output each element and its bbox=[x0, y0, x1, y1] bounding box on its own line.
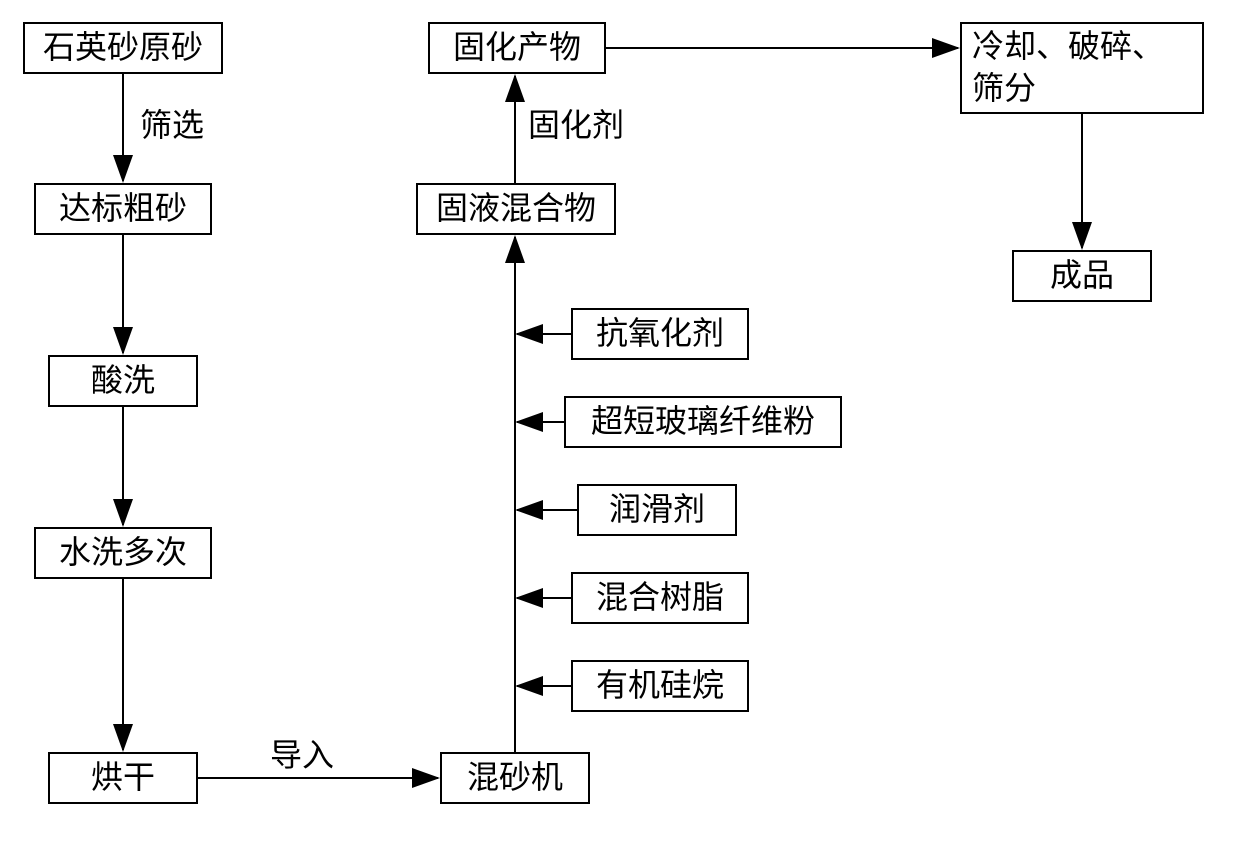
node-label: 润滑剂 bbox=[609, 489, 705, 531]
label-text: 导入 bbox=[270, 737, 334, 773]
node-label: 固液混合物 bbox=[436, 188, 596, 230]
node-label: 水洗多次 bbox=[59, 532, 187, 574]
edge-label-screening: 筛选 bbox=[140, 100, 204, 146]
node-mixed-resin: 混合树脂 bbox=[571, 572, 749, 624]
node-cured-product: 固化产物 bbox=[428, 22, 606, 74]
label-text: 筛选 bbox=[140, 107, 204, 143]
node-label: 固化产物 bbox=[453, 27, 581, 69]
node-cool-crush-sieve: 冷却、破碎、筛分 bbox=[960, 22, 1204, 114]
node-label: 成品 bbox=[1050, 255, 1114, 297]
node-finished-product: 成品 bbox=[1012, 250, 1152, 302]
node-water-wash: 水洗多次 bbox=[34, 527, 212, 579]
edge-label-curing-agent: 固化剂 bbox=[528, 100, 624, 146]
node-drying: 烘干 bbox=[48, 752, 198, 804]
node-label: 超短玻璃纤维粉 bbox=[591, 401, 815, 443]
node-label: 抗氧化剂 bbox=[596, 313, 724, 355]
label-text: 固化剂 bbox=[528, 107, 624, 143]
node-organosilane: 有机硅烷 bbox=[571, 660, 749, 712]
node-antioxidant: 抗氧化剂 bbox=[571, 308, 749, 360]
node-lubricant: 润滑剂 bbox=[577, 484, 737, 536]
node-label: 达标粗砂 bbox=[59, 188, 187, 230]
node-acid-wash: 酸洗 bbox=[48, 355, 198, 407]
node-ultrashort-glass-fiber-powder: 超短玻璃纤维粉 bbox=[564, 396, 842, 448]
node-raw-quartz-sand: 石英砂原砂 bbox=[23, 22, 223, 74]
node-solid-liquid-mixture: 固液混合物 bbox=[416, 183, 616, 235]
node-label: 酸洗 bbox=[91, 360, 155, 402]
node-label: 有机硅烷 bbox=[596, 665, 724, 707]
node-label: 烘干 bbox=[91, 757, 155, 799]
node-label: 石英砂原砂 bbox=[43, 27, 203, 69]
node-label: 冷却、破碎、筛分 bbox=[972, 26, 1192, 109]
node-sand-mixer: 混砂机 bbox=[440, 752, 590, 804]
edge-label-import: 导入 bbox=[270, 730, 334, 776]
node-qualified-coarse-sand: 达标粗砂 bbox=[34, 183, 212, 235]
node-label: 混合树脂 bbox=[596, 577, 724, 619]
node-label: 混砂机 bbox=[467, 757, 563, 799]
